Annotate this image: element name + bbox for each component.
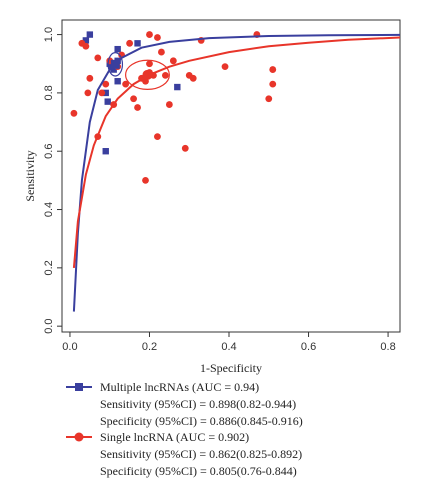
legend-marker-circle	[74, 432, 84, 442]
summary-point-single	[142, 69, 153, 80]
y-tick-label: 1.0	[43, 27, 55, 42]
study-point-single	[189, 74, 197, 82]
study-point-single	[84, 89, 92, 97]
x-axis-label: 1-Specificity	[200, 361, 262, 375]
confidence-ellipse-single	[125, 59, 170, 90]
x-tick-label: 0.0	[62, 341, 77, 353]
y-axis-label: Sensitivity	[23, 150, 37, 201]
legend-specificity-single: Specificity (95%CI) = 0.805(0.76-0.844)	[100, 464, 297, 478]
legend-title-single: Single lncRNA (AUC = 0.902)	[100, 430, 249, 444]
study-point-single	[169, 57, 177, 65]
study-point-single	[142, 176, 149, 184]
study-point-single	[134, 104, 141, 111]
y-tick-label: 0.6	[43, 144, 55, 159]
x-axis: 0.0 0.2 0.4 0.6 0.8	[62, 332, 396, 353]
study-point-multiple	[102, 89, 109, 97]
study-point-multiple	[82, 37, 90, 44]
confidence-ellipse-multiple	[107, 52, 124, 77]
legend-title-multiple: Multiple lncRNAs (AUC = 0.94)	[100, 380, 259, 394]
x-tick-label: 0.4	[221, 341, 236, 353]
sroc-curve-multiple	[72, 33, 401, 312]
study-point-multiple	[102, 148, 109, 155]
study-point-multiple	[104, 98, 111, 105]
summary-point-multiple	[110, 59, 120, 69]
sroc-curve-single	[72, 36, 401, 268]
legend-specificity-multiple: Specificity (95%CI) = 0.886(0.845-0.916)	[100, 414, 303, 428]
study-point-single	[122, 80, 130, 88]
x-tick-label: 0.8	[380, 341, 395, 353]
study-point-single	[221, 63, 229, 71]
legend-sensitivity-single: Sensitivity (95%CI) = 0.862(0.825-0.892)	[100, 447, 302, 461]
y-tick-label: 0.0	[43, 319, 55, 334]
legend-marker-square	[75, 383, 83, 391]
y-tick-label: 0.8	[43, 85, 55, 100]
x-tick-label: 0.6	[301, 341, 316, 353]
y-tick-label: 0.4	[43, 202, 55, 217]
plot-frame	[61, 19, 401, 333]
study-point-single	[82, 42, 90, 50]
y-tick-label: 0.2	[43, 260, 55, 275]
study-point-single	[130, 95, 137, 103]
y-axis: 0.0 0.2 0.4 0.6 0.8 1.0	[43, 27, 62, 334]
study-point-single	[86, 74, 94, 82]
study-point-single	[146, 60, 153, 68]
study-point-single	[146, 31, 153, 38]
study-point-single	[161, 72, 169, 79]
study-point-multiple	[114, 45, 121, 53]
legend: Multiple lncRNAs (AUC = 0.94) Sensitivit…	[66, 380, 303, 478]
study-point-multiple	[174, 83, 181, 91]
study-point-single	[98, 89, 106, 97]
plot-area	[70, 31, 401, 312]
study-point-single	[154, 133, 161, 141]
study-point-single	[102, 80, 110, 88]
study-point-single	[126, 39, 133, 47]
study-point-multiple	[86, 31, 94, 38]
study-point-single	[70, 109, 78, 117]
x-tick-label: 0.2	[142, 341, 157, 353]
study-point-single	[265, 95, 273, 103]
study-point-single	[154, 34, 161, 41]
legend-sensitivity-multiple: Sensitivity (95%CI) = 0.898(0.82-0.944)	[100, 397, 296, 411]
study-point-single	[94, 54, 102, 62]
study-point-single	[269, 80, 277, 88]
study-point-single	[165, 101, 173, 108]
study-point-multiple	[134, 40, 141, 47]
study-point-single	[158, 48, 165, 56]
study-point-single	[181, 144, 189, 152]
study-point-single	[269, 66, 277, 73]
study-point-multiple	[114, 78, 121, 85]
